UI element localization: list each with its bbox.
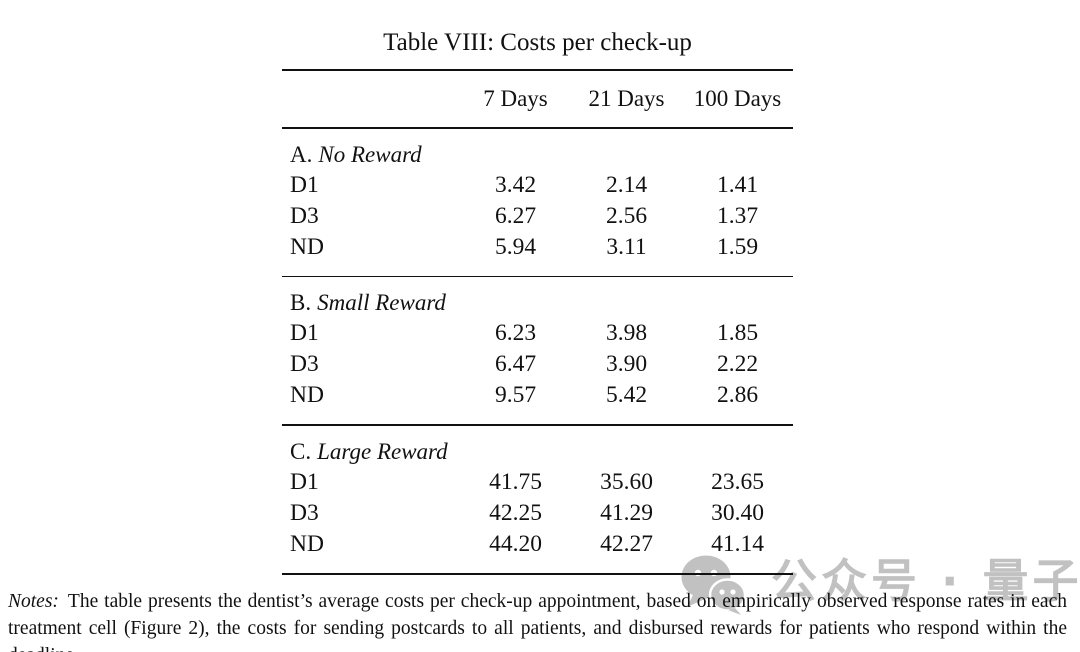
cell-value: 3.90	[605, 351, 648, 378]
cell-value: 2.56	[605, 202, 648, 229]
cell-value: 6.23	[494, 320, 537, 347]
panel-divider-rule	[282, 275, 793, 278]
panel-small-reward: B. Small Reward D1 6.23 3.98 1.85 D3 6.47…	[282, 277, 793, 424]
row-label: D3	[290, 499, 319, 526]
cell-value: 41.14	[711, 530, 764, 557]
cell-value: 44.20	[489, 530, 542, 557]
table-header-row: 7 Days 21 Days 100 Days	[282, 71, 793, 127]
panel-prefix: B.	[290, 290, 312, 316]
table-row: D3 6.27 2.56 1.37	[282, 201, 793, 232]
costs-table: Table VIII: Costs per check-up 7 Days 21…	[282, 0, 793, 575]
cell-value: 41.29	[600, 499, 653, 526]
header-rule	[282, 127, 793, 129]
cell-value: 42.25	[489, 499, 542, 526]
panel-name: Large Reward	[317, 438, 448, 464]
cell-value: 6.47	[494, 351, 537, 378]
panel-name: No Reward	[318, 141, 422, 167]
panel-divider-rule	[282, 424, 793, 426]
row-label: D3	[290, 351, 319, 378]
table-row: D1 3.42 2.14 1.41	[282, 170, 793, 201]
cell-value: 1.41	[716, 171, 759, 198]
cell-value: 35.60	[600, 468, 653, 495]
cell-value: 42.27	[600, 530, 653, 557]
table-row: ND 5.94 3.11 1.59	[282, 232, 793, 263]
panel-label: C. Large Reward	[282, 437, 793, 467]
row-label: D1	[290, 320, 319, 347]
panel-no-reward: A. No Reward D1 3.42 2.14 1.41 D3 6.27 2.…	[282, 129, 793, 276]
cell-value: 5.94	[494, 233, 537, 260]
table-row: D3 42.25 41.29 30.40	[282, 498, 793, 529]
cell-value: 1.37	[716, 202, 759, 229]
table-notes: Notes: The table presents the dentist’s a…	[8, 588, 1067, 652]
row-label: D3	[290, 202, 319, 229]
cell-value: 3.98	[605, 320, 648, 347]
notes-label: Notes:	[8, 591, 59, 612]
column-header-100-days: 100 Days	[693, 86, 782, 112]
panel-name: Small Reward	[317, 290, 446, 316]
table-row: D3 6.47 3.90 2.22	[282, 349, 793, 380]
cell-value: 23.65	[711, 468, 764, 495]
column-header-21-days: 21 Days	[588, 86, 665, 112]
panel-large-reward: C. Large Reward D1 41.75 35.60 23.65 D3 4…	[282, 426, 793, 573]
row-label: D1	[290, 468, 319, 495]
wechat-icon	[681, 553, 747, 620]
panel-label: A. No Reward	[282, 140, 793, 170]
cell-value: 1.85	[716, 320, 759, 347]
notes-text: The table presents the dentist’s average…	[8, 591, 1067, 652]
watermark: 公众号 · 量子位	[681, 553, 1080, 620]
panel-prefix: A.	[290, 141, 313, 167]
cell-value: 1.59	[716, 233, 759, 260]
row-label: ND	[290, 233, 324, 260]
row-label: ND	[290, 530, 324, 557]
table-row: D1 41.75 35.60 23.65	[282, 467, 793, 498]
cell-value: 3.11	[606, 233, 647, 260]
cell-value: 2.86	[716, 382, 759, 409]
cell-value: 41.75	[489, 468, 542, 495]
cell-value: 30.40	[711, 499, 764, 526]
table-top-rule	[282, 69, 793, 72]
table-row: ND 9.57 5.42 2.86	[282, 380, 793, 411]
cell-value: 6.27	[494, 202, 537, 229]
table-row: ND 44.20 42.27 41.14	[282, 529, 793, 560]
table-title: Table VIII: Costs per check-up	[383, 29, 692, 56]
row-label: D1	[290, 171, 319, 198]
cell-value: 3.42	[494, 171, 537, 198]
table-row: D1 6.23 3.98 1.85	[282, 318, 793, 349]
cell-value: 2.14	[605, 171, 648, 198]
panel-prefix: C.	[290, 438, 312, 464]
cell-value: 2.22	[716, 351, 759, 378]
column-header-7-days: 7 Days	[483, 86, 548, 112]
cell-value: 9.57	[494, 382, 537, 409]
cell-value: 5.42	[605, 382, 648, 409]
table-bottom-rule	[282, 572, 793, 575]
watermark-text: 公众号 · 量子位	[771, 554, 1080, 608]
panel-label: B. Small Reward	[282, 288, 793, 318]
row-label: ND	[290, 382, 324, 409]
